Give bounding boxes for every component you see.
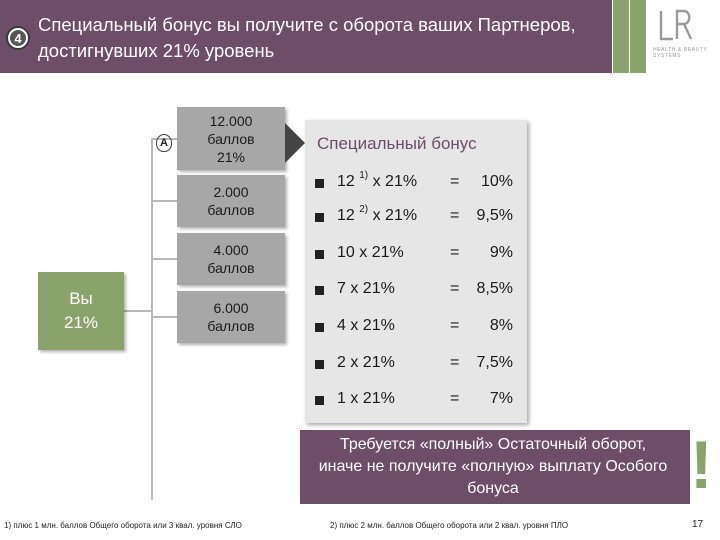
row-count: 1: [337, 390, 346, 407]
partner-leg-6000: 6.000 баллов: [177, 291, 285, 343]
row-count: 10: [337, 244, 355, 261]
square-bullet-icon: [315, 286, 324, 295]
row-result: 8%: [489, 317, 513, 334]
lr-logo-icon: [659, 9, 693, 41]
leg-points: 6.000: [213, 300, 249, 316]
leg-unit: баллов: [207, 202, 255, 218]
header-bar: 4 Специальный бонус вы получите с оборот…: [0, 0, 612, 73]
leg-points: 2.000: [213, 184, 249, 200]
row-result: 7,5%: [476, 354, 513, 371]
tree-branch-line: [124, 310, 152, 312]
leg-points: 4.000: [213, 242, 249, 258]
square-bullet-icon: [315, 179, 324, 188]
you-box: Вы 21%: [38, 272, 124, 350]
row-mult: x 21%: [350, 280, 395, 297]
partner-leg-12000: 12.000 баллов 21%: [177, 107, 285, 170]
row-count: 12: [337, 207, 355, 224]
row-count: 7: [337, 280, 346, 297]
row-result: 9,5%: [476, 207, 513, 224]
footnote-2: 2) плюс 2 млн. баллов Общего оборота или…: [330, 521, 569, 530]
logo-tagline: HEALTH & BEAUTY SYSTEMS: [653, 47, 708, 59]
section-number: 4: [10, 30, 26, 46]
leg-unit: баллов: [207, 130, 255, 147]
row-result: 7%: [489, 390, 513, 407]
exclamation-icon: !: [690, 427, 713, 503]
row-mult: x 21%: [372, 207, 418, 224]
bonus-panel-title: Специальный бонус: [317, 134, 477, 153]
row-equals: =: [450, 244, 460, 261]
row-footnote-ref: 1): [359, 170, 369, 181]
row-mult: x 21%: [350, 354, 395, 371]
tree-branch-line: [151, 258, 177, 260]
row-equals: =: [450, 207, 460, 224]
header-accent-strip: [613, 0, 629, 73]
page-number: 17: [692, 519, 704, 530]
row-equals: =: [450, 390, 460, 407]
leg-level: 21%: [216, 148, 246, 165]
square-bullet-icon: [315, 250, 324, 259]
square-bullet-icon: [315, 360, 324, 369]
row-equals: =: [450, 280, 460, 297]
row-equals: =: [450, 354, 460, 371]
section-number-badge: 4: [6, 26, 30, 50]
tree-trunk-line: [151, 140, 153, 500]
arrow-right-icon: [285, 123, 305, 163]
tree-branch-line: [151, 316, 177, 318]
row-result: 9%: [489, 244, 513, 261]
row-count: 12: [337, 173, 355, 190]
page-title: Специальный бонус вы получите с оборота …: [38, 14, 576, 61]
a-badge: A: [156, 134, 172, 152]
row-mult: x 21%: [350, 317, 395, 334]
row-footnote-ref: 2): [359, 204, 369, 215]
requirement-note: Требуется «полный» Остаточный оборот, ин…: [300, 430, 690, 504]
leg-points: 12.000: [209, 112, 253, 129]
leg-unit: баллов: [207, 318, 255, 334]
row-result: 10%: [480, 173, 513, 190]
partner-leg-4000: 4.000 баллов: [177, 233, 285, 285]
row-equals: =: [450, 317, 460, 334]
row-count: 4: [337, 317, 346, 334]
lr-logo: HEALTH & BEAUTY SYSTEMS: [647, 0, 720, 73]
bonus-panel: Специальный бонус 12 1) x 21% = 10% 12 2…: [305, 120, 527, 423]
leg-unit: баллов: [207, 260, 255, 276]
you-label: Вы: [69, 289, 93, 308]
header-accent-strip: [630, 0, 646, 73]
square-bullet-icon: [315, 213, 324, 222]
row-count: 2: [337, 354, 346, 371]
row-equals: =: [450, 173, 460, 190]
square-bullet-icon: [315, 323, 324, 332]
tree-branch-line: [151, 200, 177, 202]
you-level: 21%: [63, 313, 99, 332]
square-bullet-icon: [315, 396, 324, 405]
row-result: 8,5%: [476, 280, 513, 297]
footnote-1: 1) плюс 1 млн. баллов Общего оборота или…: [4, 521, 242, 530]
row-mult: x 21%: [359, 244, 404, 261]
partner-leg-2000: 2.000 баллов: [177, 175, 285, 227]
row-mult: x 21%: [350, 390, 395, 407]
row-mult: x 21%: [372, 173, 418, 190]
